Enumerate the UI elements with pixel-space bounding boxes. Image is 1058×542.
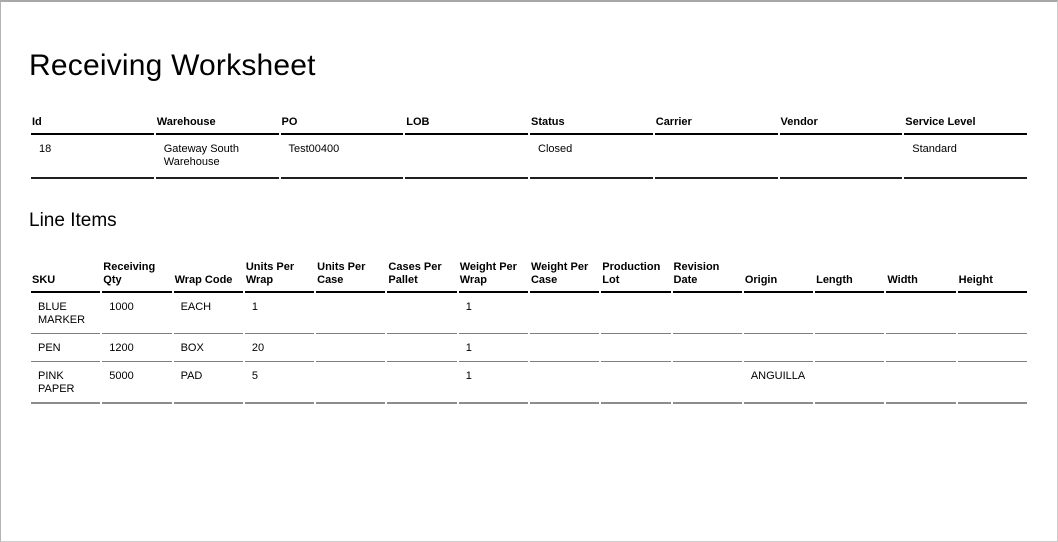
column-header: LOB [405,114,528,135]
table-row: 18 Gateway South Warehouse Test00400 Closed… [31,135,1027,179]
table-cell [672,362,742,404]
table-cell [387,293,457,334]
table-cell [886,293,956,334]
table-cell: ANGUILLA [743,362,814,404]
table-cell [743,293,814,334]
column-header: Origin [743,259,814,293]
column-header: Height [957,259,1027,293]
column-header: Receiving Qty [102,259,172,293]
table-cell [316,362,386,404]
table-cell: 5000 [102,362,172,404]
table-cell [743,334,814,362]
table-cell [654,135,778,179]
header-row: Id Warehouse PO LOB Status Carrier Vendor Servi… [31,114,1027,135]
table-cell [957,362,1027,404]
table-cell [815,362,885,404]
table-cell [886,334,956,362]
line-items-heading: Line Items [29,210,117,231]
table-cell [387,334,457,362]
table-cell: 1 [458,334,528,362]
column-header: Wrap Code [173,259,243,293]
table-cell: 1 [458,362,528,404]
table-cell [601,334,671,362]
table-cell: Standard [904,135,1027,179]
table-cell: 1 [458,293,528,334]
table-cell [779,135,903,179]
table-cell: 18 [31,135,154,179]
table-cell: 1200 [102,334,172,362]
document-content: Receiving Worksheet Id Warehouse PO LOB Stat… [1,2,1057,404]
table-cell [957,334,1027,362]
table-cell: 1000 [102,293,172,334]
column-header: Production Lot [601,259,671,293]
column-header: Service Level [904,114,1027,135]
table-cell: Test00400 [280,135,404,179]
column-header: Carrier [654,114,778,135]
table-cell [387,362,457,404]
table-cell [672,293,742,334]
table-cell: PEN [31,334,101,362]
column-header: SKU [31,259,101,293]
table-cell: BOX [173,334,243,362]
column-header: Weight Per Case [529,259,600,293]
table-cell: PAD [173,362,243,404]
column-header: Vendor [779,114,903,135]
table-cell [601,362,671,404]
column-header: Units Per Case [316,259,386,293]
table-cell [815,293,885,334]
table-cell [316,293,386,334]
header-row: SKU Receiving Qty Wrap Code Units Per Wrap U… [31,259,1027,293]
table-cell [815,334,885,362]
column-header: Status [530,114,653,135]
column-header: Width [886,259,956,293]
column-header: PO [280,114,404,135]
column-header: Cases Per Pallet [387,259,457,293]
table-cell: 20 [244,334,315,362]
table-row: PINK PAPER 5000 PAD 5 1 ANGUILLA [31,362,1027,404]
table-cell [957,293,1027,334]
column-header: Warehouse [155,114,279,135]
table-cell [529,334,600,362]
table-cell: 5 [244,362,315,404]
table-cell: Closed [530,135,653,179]
table-cell [601,293,671,334]
table-cell: EACH [173,293,243,334]
table-cell [672,334,742,362]
table-cell [316,334,386,362]
table-cell [529,362,600,404]
table-cell: BLUE MARKER [31,293,101,334]
table-row: PEN 1200 BOX 20 1 [31,334,1027,362]
column-header: Units Per Wrap [244,259,315,293]
line-items-table: SKU Receiving Qty Wrap Code Units Per Wrap U… [29,259,1029,404]
table-cell [529,293,600,334]
table-cell [886,362,956,404]
column-header: Revision Date [672,259,742,293]
table-cell: PINK PAPER [31,362,101,404]
column-header: Id [31,114,154,135]
summary-table: Id Warehouse PO LOB Status Carrier Vendor Servi… [29,114,1029,179]
column-header: Weight Per Wrap [458,259,528,293]
table-cell: 1 [244,293,315,334]
table-cell: Gateway South Warehouse [155,135,279,179]
table-cell [405,135,528,179]
column-header: Length [815,259,885,293]
page-title: Receiving Worksheet [29,49,316,82]
table-row: BLUE MARKER 1000 EACH 1 1 [31,293,1027,334]
